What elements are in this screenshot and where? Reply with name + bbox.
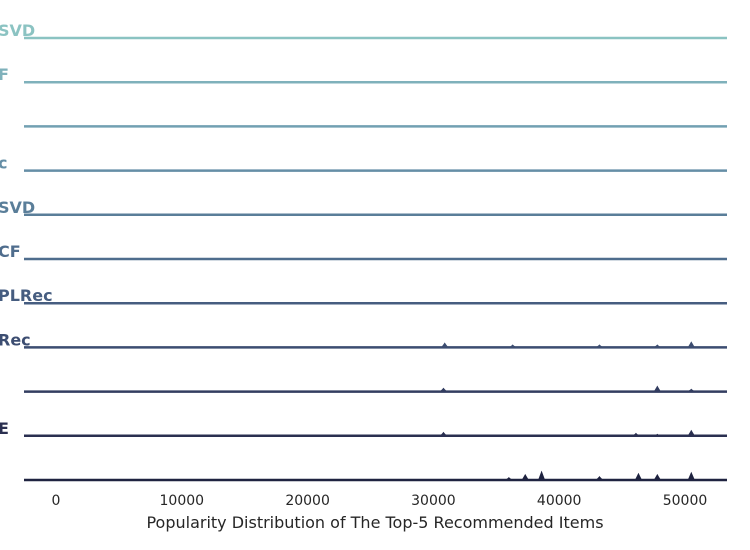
ridge-peak xyxy=(596,476,602,480)
series-label: c xyxy=(0,154,7,173)
ridge-peak xyxy=(440,387,446,392)
ridge-peak xyxy=(442,342,448,348)
ridge-peak xyxy=(522,474,528,480)
ridge-peak xyxy=(633,432,639,436)
ridge-peak xyxy=(688,472,694,480)
ridge-peak xyxy=(510,344,516,348)
ridge-row xyxy=(24,470,727,482)
series-label: SVD xyxy=(0,198,35,217)
series-label: E xyxy=(0,419,9,438)
x-axis-ticks: 0 10000 20000 30000 40000 50000 xyxy=(52,493,708,509)
ridge-peak xyxy=(654,474,660,480)
x-tick-label: 0 xyxy=(52,493,61,509)
ridge-peak xyxy=(506,477,512,480)
ridge-peak xyxy=(539,471,545,480)
ridge-peak xyxy=(654,344,660,348)
ridge-rows: SVD Fc SVD CF PLRec Rec E xyxy=(0,21,727,482)
ridge-row: F xyxy=(0,65,727,84)
ridge-row: SVD xyxy=(0,21,727,40)
ridge-row: PLRec xyxy=(0,286,727,305)
x-tick-label: 30000 xyxy=(411,493,456,509)
series-label: PLRec xyxy=(0,286,53,305)
ridge-row: CF xyxy=(0,242,727,261)
ridge-peak xyxy=(440,431,446,436)
ridge-row: E xyxy=(0,419,727,438)
ridge-peak xyxy=(596,344,602,348)
x-axis-label: Popularity Distribution of The Top-5 Rec… xyxy=(146,513,603,532)
ridge-peak xyxy=(688,429,694,436)
series-label: CF xyxy=(0,242,21,261)
series-label: Rec xyxy=(0,330,31,349)
ridge-row: Rec xyxy=(0,330,727,349)
x-tick-label: 40000 xyxy=(537,493,582,509)
ridge-peak xyxy=(635,473,641,480)
series-label: SVD xyxy=(0,21,35,40)
x-tick-label: 20000 xyxy=(285,493,330,509)
ridge-peak xyxy=(688,341,694,348)
series-label: F xyxy=(0,65,9,84)
ridge-row: SVD xyxy=(0,198,727,217)
x-tick-label: 10000 xyxy=(160,493,205,509)
x-tick-label: 50000 xyxy=(663,493,708,509)
ridge-peak xyxy=(654,385,660,392)
ridge-row: c xyxy=(0,154,727,173)
ridge-peak xyxy=(688,388,694,392)
ridge-peak xyxy=(654,433,660,436)
ridge-row xyxy=(24,385,727,393)
